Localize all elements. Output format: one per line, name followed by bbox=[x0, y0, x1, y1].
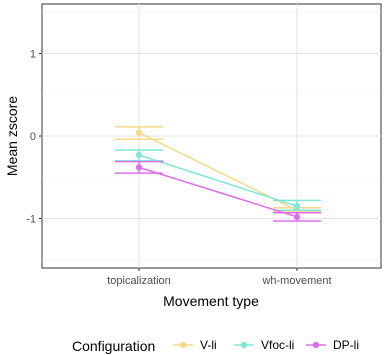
y-tick-label: -1 bbox=[26, 214, 36, 226]
y-ticks: -1 0 1 bbox=[26, 49, 42, 226]
series-Vfoc-li bbox=[115, 149, 321, 211]
series-line bbox=[138, 166, 298, 218]
x-axis-title: Movement type bbox=[163, 293, 259, 309]
legend: Configuration V-li Vfoc-li DP-li bbox=[72, 338, 359, 354]
data-point bbox=[293, 213, 301, 221]
legend-label: Vfoc-li bbox=[261, 338, 294, 352]
grid bbox=[42, 4, 381, 268]
series-line bbox=[138, 154, 298, 207]
series-layer bbox=[115, 126, 321, 222]
data-point bbox=[135, 151, 143, 159]
x-ticks: topicalization wh-movement bbox=[107, 268, 332, 287]
y-tick-label: 0 bbox=[30, 131, 36, 143]
x-tick-label: wh-movement bbox=[261, 275, 331, 287]
legend-title: Configuration bbox=[72, 338, 155, 354]
x-tick-label: topicalization bbox=[107, 275, 171, 287]
legend-label: DP-li bbox=[333, 338, 359, 352]
legend-key-point bbox=[240, 341, 248, 349]
data-point bbox=[293, 202, 301, 210]
data-point bbox=[135, 129, 143, 136]
legend-key-point bbox=[312, 341, 320, 349]
y-tick-label: 1 bbox=[30, 49, 36, 61]
y-axis-title: Mean zscore bbox=[4, 96, 20, 176]
series-DP-li bbox=[115, 160, 321, 222]
legend-label: V-li bbox=[200, 338, 217, 352]
data-point bbox=[135, 164, 143, 171]
legend-key-point bbox=[179, 341, 187, 349]
